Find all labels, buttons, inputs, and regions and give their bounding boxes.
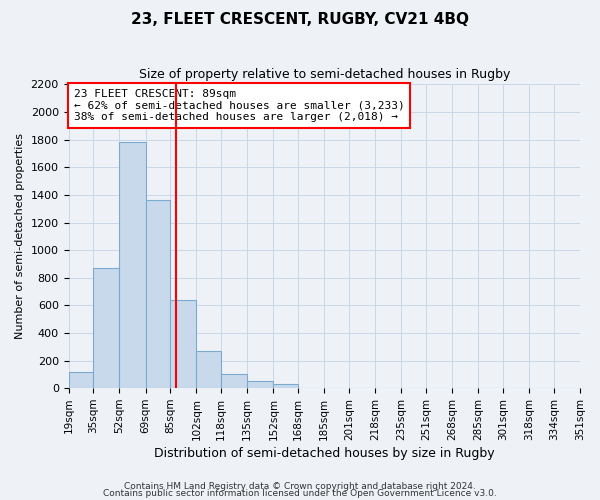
Title: Size of property relative to semi-detached houses in Rugby: Size of property relative to semi-detach… xyxy=(139,68,510,80)
Bar xyxy=(68,372,93,388)
Bar xyxy=(170,300,196,388)
Bar xyxy=(196,351,221,388)
Bar xyxy=(93,268,119,388)
Bar xyxy=(221,374,247,388)
Text: Contains public sector information licensed under the Open Government Licence v3: Contains public sector information licen… xyxy=(103,490,497,498)
Bar xyxy=(119,142,146,388)
Bar xyxy=(247,382,274,388)
Y-axis label: Number of semi-detached properties: Number of semi-detached properties xyxy=(15,134,25,340)
Bar xyxy=(146,200,170,388)
X-axis label: Distribution of semi-detached houses by size in Rugby: Distribution of semi-detached houses by … xyxy=(154,447,494,460)
Text: 23, FLEET CRESCENT, RUGBY, CV21 4BQ: 23, FLEET CRESCENT, RUGBY, CV21 4BQ xyxy=(131,12,469,28)
Text: 23 FLEET CRESCENT: 89sqm
← 62% of semi-detached houses are smaller (3,233)
38% o: 23 FLEET CRESCENT: 89sqm ← 62% of semi-d… xyxy=(74,89,404,122)
Bar xyxy=(274,384,298,388)
Text: Contains HM Land Registry data © Crown copyright and database right 2024.: Contains HM Land Registry data © Crown c… xyxy=(124,482,476,491)
